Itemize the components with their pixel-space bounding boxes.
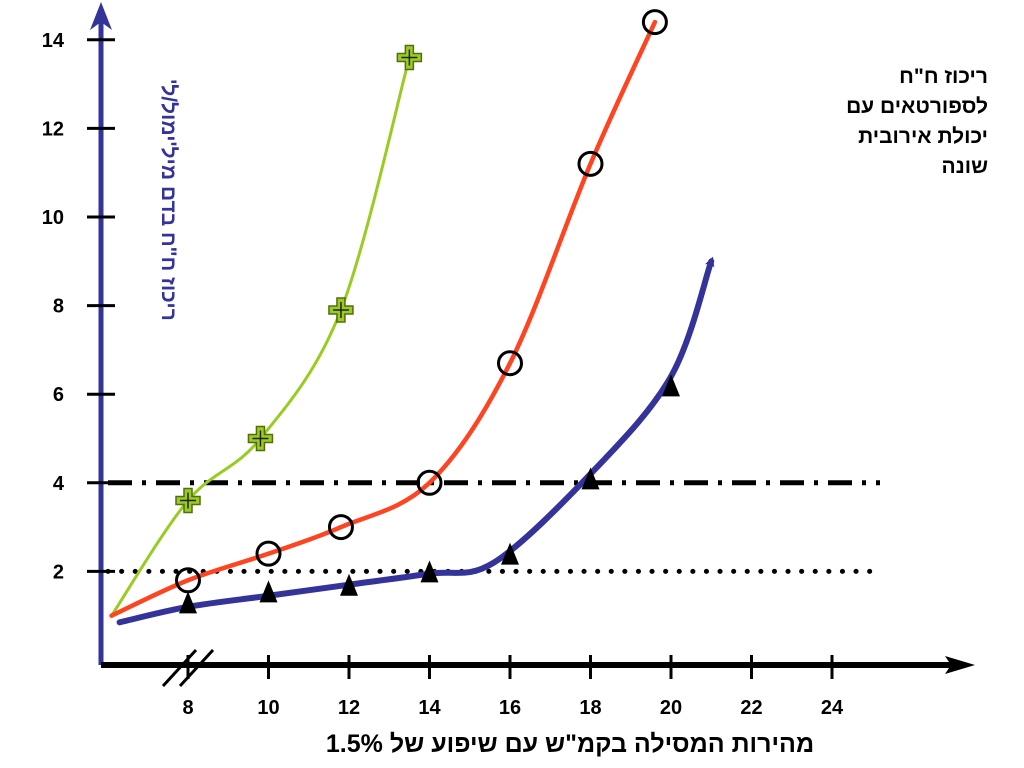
circle-marker [416,469,443,496]
cross-marker [247,425,274,452]
x-tick-label: 10 [257,697,279,719]
y-axis-arrow [90,2,112,30]
series-lines [109,19,715,626]
triangle-marker [340,573,358,596]
circle-marker [255,540,282,567]
triangle-marker [259,580,278,603]
series-line-1 [110,56,411,618]
cross-marker [175,487,201,514]
triangle-marker [581,467,600,490]
y-tick-label: 14 [42,30,65,52]
y-tick-label: 6 [53,384,64,406]
cross-marker [328,297,354,323]
axes [87,2,975,688]
triangle-marker [662,374,680,397]
reference-lines [105,480,883,574]
triangle-marker [420,560,439,583]
x-tick-label: 8 [182,697,193,719]
triangle-marker [179,591,197,614]
annotation-line: יכולת אירובית [858,125,988,148]
annotation-text: ריכוז ח"ח לספורטאים עם יכולת אירובית שונה [770,62,988,182]
cross-marker [396,44,423,71]
series-markers [175,9,680,614]
circle-marker [497,350,523,377]
x-axis-arrow [945,656,975,674]
y-tick-label: 12 [42,118,64,140]
series-line-2 [109,19,658,618]
y-axis-title: ריכוז ח"ח בדם מיל'ימול/ל' [157,79,180,321]
x-tick-label: 18 [579,697,601,719]
x-tick-label: 14 [418,697,441,719]
triangle-marker [501,542,519,565]
x-axis-break-mark [161,648,198,688]
x-tick-label: 12 [338,697,360,719]
annotation-line: לספורטאים עם [846,95,988,118]
circle-marker [577,150,604,177]
circle-marker [327,514,354,541]
annotation-line: שונה [941,155,989,178]
y-tick-label: 10 [42,207,64,229]
circle-marker [641,9,668,36]
x-tick-label: 22 [740,697,762,719]
x-axis-break-mark [178,648,215,688]
y-tick-label: 4 [53,473,65,495]
x-tick-label: 16 [499,697,521,719]
x-axis-title: מהירות המסילה בקמ"ש עם שיפוע של 1.5% [326,730,814,758]
y-tick-label: 8 [53,296,64,318]
y-tick-label: 2 [53,561,64,583]
x-tick-label: 20 [660,697,682,719]
annotation-line: ריכוז ח"ח [899,65,988,88]
x-tick-label: 24 [821,697,844,719]
series-line-3 [116,256,715,626]
